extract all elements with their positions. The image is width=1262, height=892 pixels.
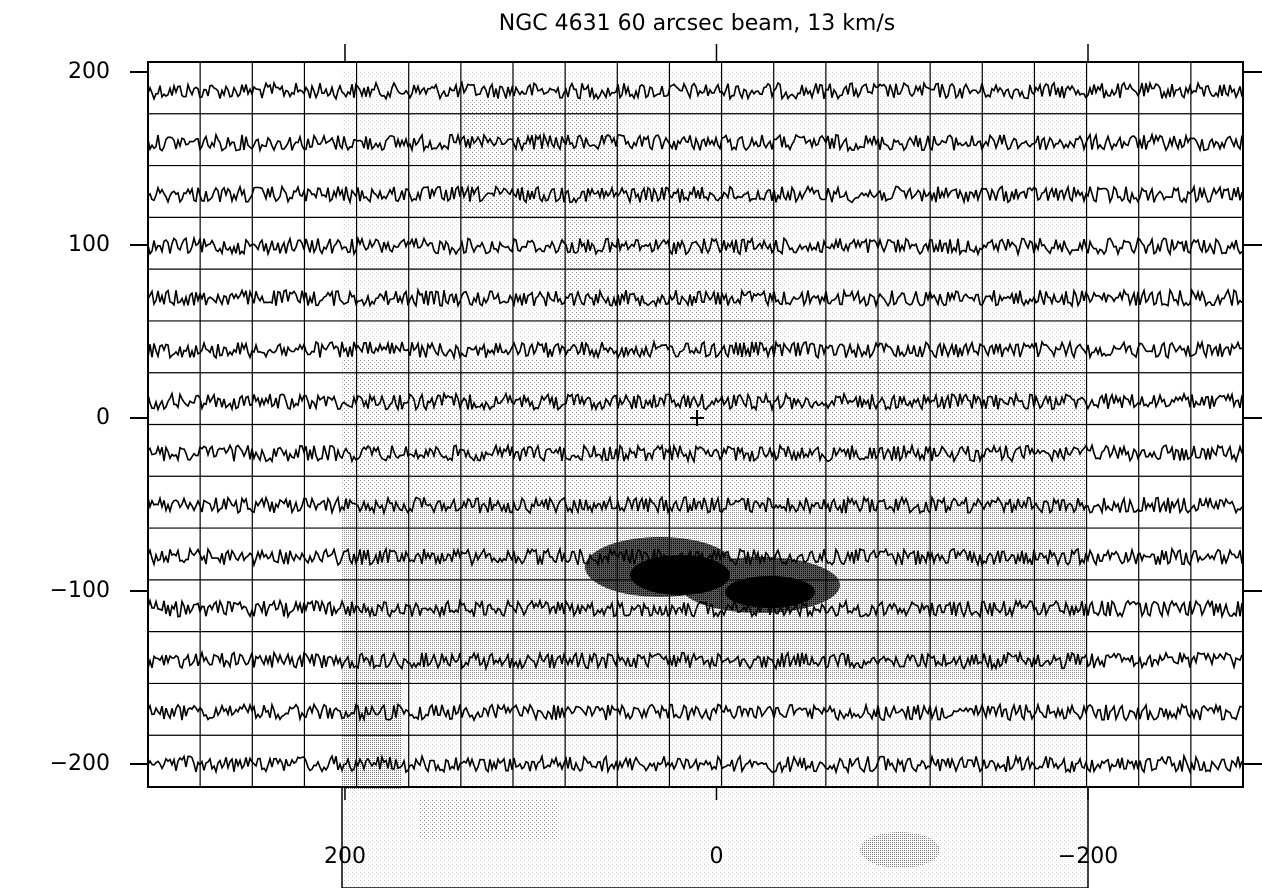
center-marker xyxy=(690,410,704,426)
x-tick-label: 200 xyxy=(324,844,366,869)
spectrum xyxy=(147,597,1243,620)
x-tick-label: −200 xyxy=(1058,844,1118,869)
spectrum xyxy=(147,235,1243,258)
y-tick-label: −100 xyxy=(50,578,110,603)
emission-map xyxy=(342,70,1088,888)
spectrum xyxy=(147,183,1243,206)
spectrum xyxy=(147,390,1243,413)
spectrum xyxy=(147,494,1243,516)
spectrum xyxy=(147,338,1243,361)
spectrum xyxy=(147,287,1243,309)
spectrum xyxy=(147,546,1243,568)
spectrum xyxy=(147,701,1243,723)
spectrum xyxy=(147,131,1243,154)
y-tick-label: −200 xyxy=(50,751,110,776)
spectrum xyxy=(147,80,1243,102)
spectrum xyxy=(147,649,1243,672)
spectrum xyxy=(147,442,1243,465)
x-tick-label: 0 xyxy=(709,844,723,869)
spectrum xyxy=(147,753,1243,775)
y-tick-label: 100 xyxy=(68,232,110,257)
chart-title: NGC 4631 60 arcsec beam, 13 km/s xyxy=(499,11,895,36)
y-tick-label: 0 xyxy=(96,405,110,430)
y-tick-label: 200 xyxy=(68,59,110,84)
